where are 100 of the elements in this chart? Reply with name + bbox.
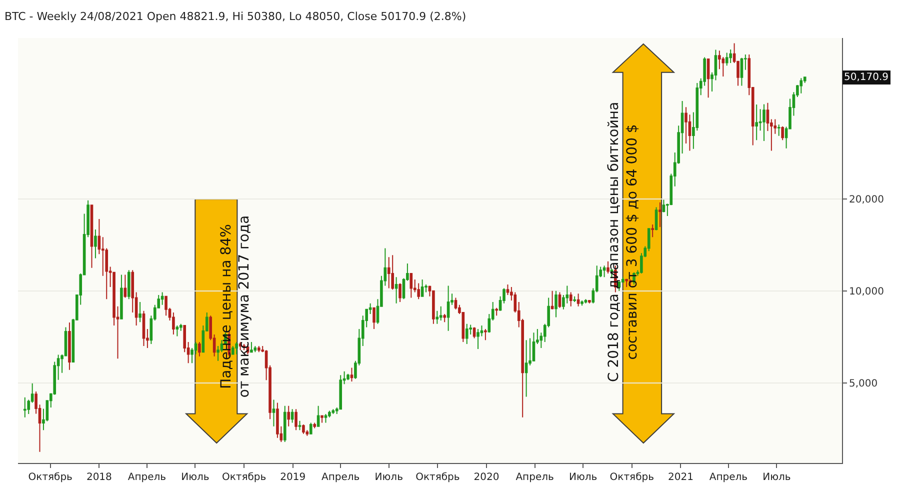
x-tick-label: Июль [762, 472, 791, 483]
candlestick [576, 293, 580, 307]
candlestick [320, 415, 324, 424]
candlestick [580, 300, 584, 306]
candlestick [588, 300, 591, 304]
candlestick [339, 374, 342, 410]
candlestick [372, 307, 376, 330]
chart-title: BTC - Weekly 24/08/2021 Open 48821.9, Hi 50380, Lo 48050, Close 50170.9 (2.8%) [4, 10, 466, 24]
candlestick [484, 328, 487, 341]
candlestick [495, 307, 498, 316]
x-tick-label: 2019 [280, 472, 306, 483]
candlestick [160, 292, 164, 306]
candlestick [90, 204, 94, 268]
candlestick [294, 408, 298, 431]
candlestick [777, 124, 780, 136]
candlestick [606, 260, 610, 274]
candlestick [654, 206, 658, 231]
candlestick [439, 306, 442, 321]
candlestick [235, 342, 238, 355]
x-tick-label: Апрель [128, 472, 166, 483]
candlestick [68, 322, 71, 370]
candlestick [398, 282, 402, 302]
candlestick [231, 345, 234, 355]
text: 50,170.9 [844, 72, 889, 83]
x-tick-label: Июль [374, 472, 404, 483]
y-tick-label: 20,000 [849, 194, 884, 206]
candlestick [410, 273, 413, 298]
candlestick [706, 58, 710, 98]
candlestick [387, 256, 390, 289]
x-tick-label: Июль [568, 472, 598, 483]
candlestick [276, 402, 279, 438]
candlestick [729, 49, 732, 64]
candlestick [176, 325, 179, 337]
candlestick [569, 292, 572, 307]
x-tick-label: 2021 [668, 472, 694, 483]
candlestick [554, 290, 558, 318]
candlestick [476, 328, 480, 350]
x-tick-label: Апрель [516, 472, 554, 483]
candlestick [313, 422, 316, 429]
candlestick [625, 278, 628, 288]
candlestick [662, 199, 666, 213]
candlestick [762, 104, 766, 142]
candlestick [23, 396, 26, 418]
candlestick [250, 342, 253, 353]
candlestick [740, 57, 744, 86]
candlestick [138, 301, 142, 323]
candlestick [302, 424, 305, 434]
x-tick-label: Апрель [322, 472, 360, 483]
candlestick [550, 290, 554, 310]
x-tick-label: 2020 [474, 472, 500, 483]
candlestick [573, 296, 576, 302]
candlestick [120, 274, 123, 320]
candlestick [584, 298, 588, 304]
candlestick [443, 314, 446, 323]
candlestick [394, 276, 398, 304]
candlestick [316, 405, 320, 427]
candlestick [309, 422, 312, 434]
candlestick [532, 332, 536, 362]
candlestick [436, 310, 439, 324]
annotation: Падение цены на 84% от максимума 2017 года [218, 215, 253, 398]
candlestick [465, 323, 468, 344]
candlestick [172, 312, 175, 335]
candlestick [781, 126, 784, 141]
candlestick [472, 326, 476, 339]
y-tick-label: 10,000 [849, 286, 884, 298]
candlestick [164, 296, 168, 316]
candlestick [651, 224, 654, 238]
candlestick [658, 202, 662, 228]
x-tick-label: Октябрь [222, 472, 266, 483]
x-tick-label: Июль [181, 472, 210, 483]
candlestick [298, 420, 302, 431]
candlestick [391, 254, 394, 290]
candlestick [350, 367, 354, 382]
candlestick [257, 345, 260, 353]
candlestick [346, 373, 350, 381]
candlestick [420, 278, 424, 297]
candlestick [755, 104, 758, 141]
candlestick [454, 297, 458, 310]
x-tick-label: Октябрь [610, 472, 654, 483]
candlestick [142, 310, 146, 346]
candlestick [94, 228, 97, 259]
candlestick [287, 405, 290, 427]
candlestick [446, 285, 450, 332]
candlestick [800, 78, 803, 94]
candlestick [324, 414, 328, 424]
x-tick-label: 2018 [86, 472, 112, 483]
candlestick [424, 284, 428, 293]
candlestick [283, 405, 286, 442]
candlestick [417, 282, 420, 300]
x-tick-label: Октябрь [416, 472, 460, 483]
candlestick [602, 265, 606, 278]
candlestick [290, 408, 294, 424]
candlestick [127, 270, 130, 300]
x-tick-label: Октябрь [28, 472, 73, 483]
candlestick [524, 340, 528, 398]
candlestick [254, 345, 257, 353]
x-tick-label: Апрель [709, 472, 748, 483]
candlestick [198, 342, 201, 357]
annotation: С 2018 года диапазон цены биткойна составил от 3 600 $ до 64 000 $ [606, 102, 640, 382]
candlestick [725, 52, 728, 66]
